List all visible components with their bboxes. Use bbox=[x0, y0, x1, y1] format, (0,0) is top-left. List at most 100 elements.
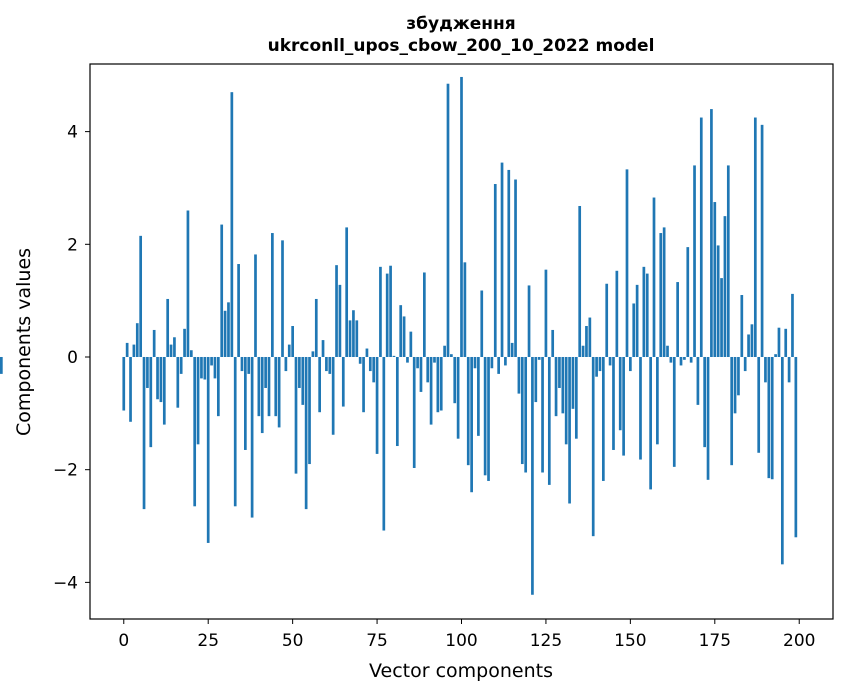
x-axis-label: Vector components bbox=[369, 660, 553, 682]
bar bbox=[534, 356, 538, 403]
bar bbox=[183, 328, 186, 357]
bar bbox=[531, 356, 534, 595]
bar bbox=[487, 356, 490, 481]
bar bbox=[189, 350, 193, 357]
x-tick-label: 125 bbox=[530, 631, 562, 651]
bar bbox=[325, 356, 328, 372]
bar bbox=[301, 356, 305, 405]
bar bbox=[304, 356, 308, 510]
bar bbox=[331, 356, 335, 435]
bar bbox=[564, 356, 568, 445]
bar bbox=[490, 356, 494, 369]
bar bbox=[625, 169, 629, 357]
bar bbox=[507, 169, 511, 357]
bar bbox=[504, 356, 507, 366]
bar bbox=[382, 356, 386, 531]
bars-group bbox=[0, 76, 798, 595]
bar bbox=[156, 356, 159, 400]
bar bbox=[743, 356, 747, 372]
bar bbox=[318, 356, 321, 413]
bar bbox=[747, 334, 750, 357]
bar bbox=[737, 356, 740, 396]
y-axis-ticks: −4 −2 0 2 4 bbox=[53, 123, 90, 593]
bar bbox=[257, 356, 261, 417]
bar bbox=[689, 356, 693, 363]
x-tick-label: 50 bbox=[282, 631, 304, 651]
bar bbox=[537, 356, 541, 360]
bar bbox=[753, 117, 757, 357]
bar bbox=[551, 329, 555, 357]
x-tick-label: 100 bbox=[445, 631, 477, 651]
bar bbox=[601, 356, 605, 481]
bar bbox=[514, 179, 517, 357]
bar bbox=[770, 356, 774, 480]
y-tick-label: 2 bbox=[67, 235, 78, 255]
bar bbox=[284, 356, 288, 372]
bar bbox=[574, 356, 578, 439]
bar bbox=[230, 92, 234, 357]
bar bbox=[372, 356, 376, 383]
bar bbox=[703, 356, 707, 448]
bar bbox=[510, 342, 514, 357]
bar bbox=[250, 356, 254, 518]
bar bbox=[392, 355, 396, 357]
bar bbox=[419, 356, 423, 392]
bar bbox=[558, 356, 561, 388]
bar bbox=[720, 278, 723, 357]
bar bbox=[477, 356, 480, 436]
bar bbox=[254, 254, 257, 357]
bar bbox=[649, 356, 652, 490]
bar bbox=[341, 356, 345, 407]
bar bbox=[436, 356, 440, 413]
bar bbox=[179, 356, 183, 374]
bar bbox=[784, 328, 788, 357]
bar bbox=[409, 331, 413, 357]
bar bbox=[696, 356, 700, 405]
bar bbox=[652, 197, 656, 357]
bar bbox=[335, 265, 338, 357]
bar bbox=[176, 356, 180, 408]
bar bbox=[142, 356, 146, 510]
bar bbox=[524, 356, 528, 473]
bar bbox=[500, 162, 504, 357]
bar bbox=[764, 356, 767, 383]
bar bbox=[426, 356, 430, 383]
bar bbox=[338, 284, 342, 357]
bar bbox=[365, 348, 369, 357]
bar bbox=[328, 356, 332, 374]
bar bbox=[632, 303, 636, 357]
x-tick-label: 25 bbox=[197, 631, 219, 651]
bar bbox=[517, 356, 521, 394]
bar bbox=[672, 356, 676, 467]
bar bbox=[264, 356, 267, 388]
y-tick-label: −4 bbox=[53, 573, 78, 593]
bar bbox=[659, 233, 663, 357]
bar bbox=[527, 285, 531, 357]
bar bbox=[132, 344, 136, 357]
bar bbox=[429, 356, 433, 425]
bar bbox=[291, 326, 294, 357]
bar bbox=[308, 356, 311, 465]
bar bbox=[662, 227, 666, 357]
bar bbox=[588, 317, 592, 357]
bar bbox=[368, 356, 372, 372]
bar bbox=[443, 345, 446, 357]
bar bbox=[757, 356, 761, 453]
bar bbox=[656, 356, 659, 445]
bar bbox=[287, 344, 291, 357]
bar bbox=[585, 326, 588, 357]
bar bbox=[595, 356, 598, 377]
bar bbox=[612, 356, 615, 450]
bar bbox=[267, 356, 271, 417]
bar bbox=[777, 327, 781, 357]
bar bbox=[497, 356, 500, 374]
bar bbox=[321, 340, 325, 357]
bar bbox=[554, 356, 558, 417]
chart-subtitle: ukrconll_upos_cbow_200_10_2022 model bbox=[268, 36, 655, 56]
bar bbox=[740, 295, 744, 357]
x-tick-label: 150 bbox=[614, 631, 646, 651]
bar bbox=[237, 264, 240, 357]
bar bbox=[581, 345, 585, 357]
bar bbox=[629, 356, 632, 372]
